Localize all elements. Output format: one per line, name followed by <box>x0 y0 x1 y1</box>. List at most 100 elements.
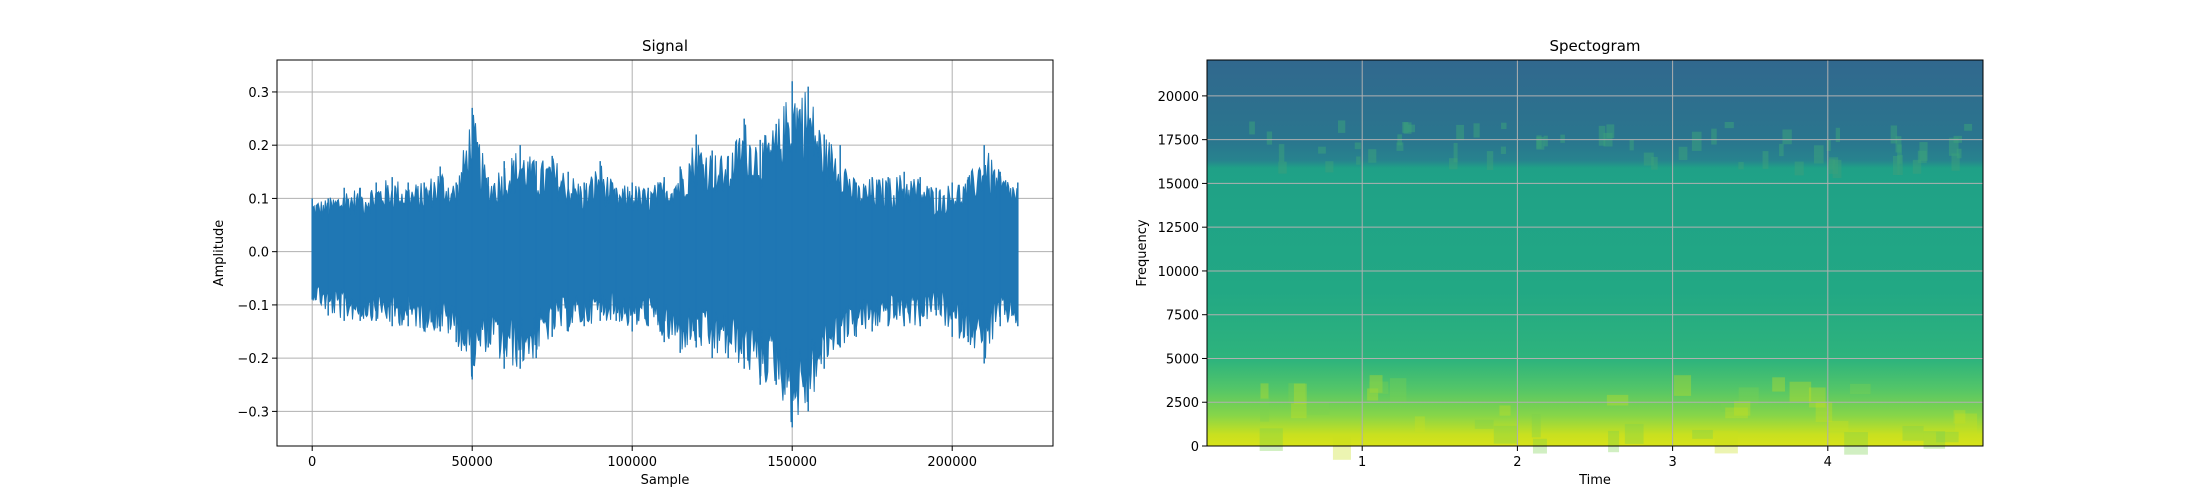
spectrogram-title: Spectogram <box>1549 37 1640 55</box>
spectrogram-y-axis-label: Frequency <box>1135 219 1150 286</box>
spectrogram-blob <box>1473 123 1480 138</box>
spectrogram-gridlines <box>1207 60 1983 446</box>
spectrogram-blob <box>1474 419 1494 429</box>
spectrogram-blob <box>1948 137 1959 156</box>
spectrogram-blob <box>1794 161 1804 176</box>
spectrogram-blob <box>1354 142 1361 150</box>
spectrogram-blob <box>1407 124 1416 133</box>
signal-y-tick-label: 0.3 <box>248 86 269 101</box>
spectrogram-blob <box>1678 146 1688 161</box>
signal-chart: 0 50000 100000 150000 200000 −0.3 −0.2 −0.1 0.0… <box>212 37 1054 488</box>
spectrogram-blob <box>1936 431 1959 443</box>
spectrogram-blob <box>1543 135 1548 147</box>
spectrogram-blob <box>1844 432 1868 455</box>
spectrogram-blob <box>1953 410 1966 424</box>
signal-y-tick-label: −0.2 <box>237 352 269 367</box>
spectrogram-blob <box>1396 142 1404 151</box>
spectrogram-blob <box>1643 152 1654 166</box>
signal-x-axis-label: Sample <box>641 473 690 488</box>
spectrogram-blob <box>1367 388 1379 401</box>
spectrogram-blob <box>1598 125 1606 146</box>
signal-y-axis-label: Amplitude <box>212 220 227 287</box>
spectrogram-blob <box>1828 159 1835 170</box>
spectrogram-blob <box>1673 375 1692 396</box>
spectrogram-x-tick-label: 3 <box>1668 455 1676 470</box>
spectrogram-blob <box>1951 153 1960 171</box>
signal-x-tick-label: 100000 <box>607 455 657 470</box>
spectrogram-blob <box>1486 151 1494 170</box>
signal-y-tick-label: 0.0 <box>248 246 269 261</box>
spectrogram-blob <box>1897 144 1902 164</box>
spectrogram-image <box>1207 60 1983 446</box>
spectrogram-blob <box>1624 423 1644 444</box>
spectrogram-blob <box>1772 377 1785 392</box>
spectrogram-blob <box>1902 425 1924 441</box>
signal-y-tick-label: −0.1 <box>237 299 269 314</box>
signal-title: Signal <box>642 37 688 55</box>
spectrogram-blob <box>1629 139 1634 151</box>
spectrogram-blob <box>1249 121 1255 135</box>
spectrogram-y-tick-label: 15000 <box>1158 177 1199 192</box>
spectrogram-blob <box>1501 122 1507 130</box>
spectrogram-blob <box>1956 148 1962 159</box>
spectrogram-texture <box>1249 120 1978 460</box>
spectrogram-blob <box>1779 143 1784 157</box>
spectrogram-blob <box>1895 136 1902 153</box>
spectrogram-blob <box>1259 428 1283 451</box>
spectrogram-y-ticks: 0 2500 5000 7500 10000 12500 15000 17500 20000 <box>1158 90 1207 455</box>
spectrogram-blob <box>1725 407 1748 419</box>
spectrogram-blob <box>1369 375 1383 393</box>
spectrogram-blob <box>1608 430 1620 453</box>
spectrogram-blob <box>1260 397 1270 422</box>
spectrogram-blob <box>1499 405 1511 416</box>
signal-y-ticks: −0.3 −0.2 −0.1 0.0 0.1 0.2 0.3 <box>237 86 277 420</box>
spectrogram-blob <box>1332 436 1351 460</box>
spectrogram-blob <box>1453 142 1458 163</box>
spectrogram-blob <box>1714 430 1738 454</box>
spectrogram-x-tick-label: 4 <box>1824 455 1832 470</box>
spectrogram-blob <box>1724 121 1734 129</box>
spectrogram-blob <box>1307 402 1330 415</box>
spectrogram-x-tick-label: 2 <box>1513 455 1521 470</box>
spectrogram-blob <box>1892 155 1900 176</box>
spectrogram-plot-frame <box>1206 59 1984 447</box>
spectrogram-blob <box>1835 127 1841 143</box>
spectrogram-blob <box>1389 378 1407 402</box>
spectrogram-blob <box>1531 414 1541 438</box>
spectrogram-y-tick-label: 20000 <box>1158 90 1199 105</box>
spectrogram-blob <box>1291 403 1307 419</box>
signal-y-tick-label: 0.2 <box>248 139 269 154</box>
spectrogram-blob <box>1691 131 1702 151</box>
spectrogram-x-axis-label: Time <box>1578 473 1611 488</box>
spectrogram-blob <box>1293 383 1307 404</box>
spectrogram-blob <box>1815 401 1833 422</box>
spectrogram-blob <box>1266 131 1273 145</box>
spectrogram-blob <box>1826 139 1831 151</box>
spectrogram-y-tick-label: 10000 <box>1158 265 1199 280</box>
signal-x-tick-label: 0 <box>308 455 316 470</box>
spectrogram-blob <box>1890 125 1898 144</box>
spectrogram-blob <box>1278 144 1285 162</box>
spectrogram-blob <box>1449 158 1458 170</box>
spectrogram-y-tick-label: 12500 <box>1158 221 1199 236</box>
spectrogram-blob <box>1923 431 1946 449</box>
spectrogram-blob <box>1606 394 1629 406</box>
spectrogram-chart: 1 2 3 4 0 2500 5000 7500 10000 12500 15000 17500 20… <box>1135 37 1984 488</box>
spectrogram-blob <box>1260 383 1269 399</box>
spectrogram-blob <box>1651 156 1658 170</box>
signal-spikes <box>311 81 1019 428</box>
spectrogram-blob <box>1720 403 1733 412</box>
spectrogram-y-tick-label: 17500 <box>1158 134 1199 149</box>
spectrogram-blob <box>1500 146 1506 154</box>
spectrogram-x-tick-label: 1 <box>1358 455 1366 470</box>
spectrogram-y-tick-label: 2500 <box>1166 396 1199 411</box>
spectrogram-y-tick-label: 0 <box>1191 440 1199 455</box>
signal-y-tick-label: −0.3 <box>237 405 269 420</box>
signal-x-tick-label: 50000 <box>452 455 493 470</box>
signal-plot-frame <box>276 59 1054 447</box>
spectrogram-blob <box>1964 123 1973 131</box>
spectrogram-blob <box>1356 156 1361 165</box>
spectrogram-blob <box>1337 120 1346 133</box>
